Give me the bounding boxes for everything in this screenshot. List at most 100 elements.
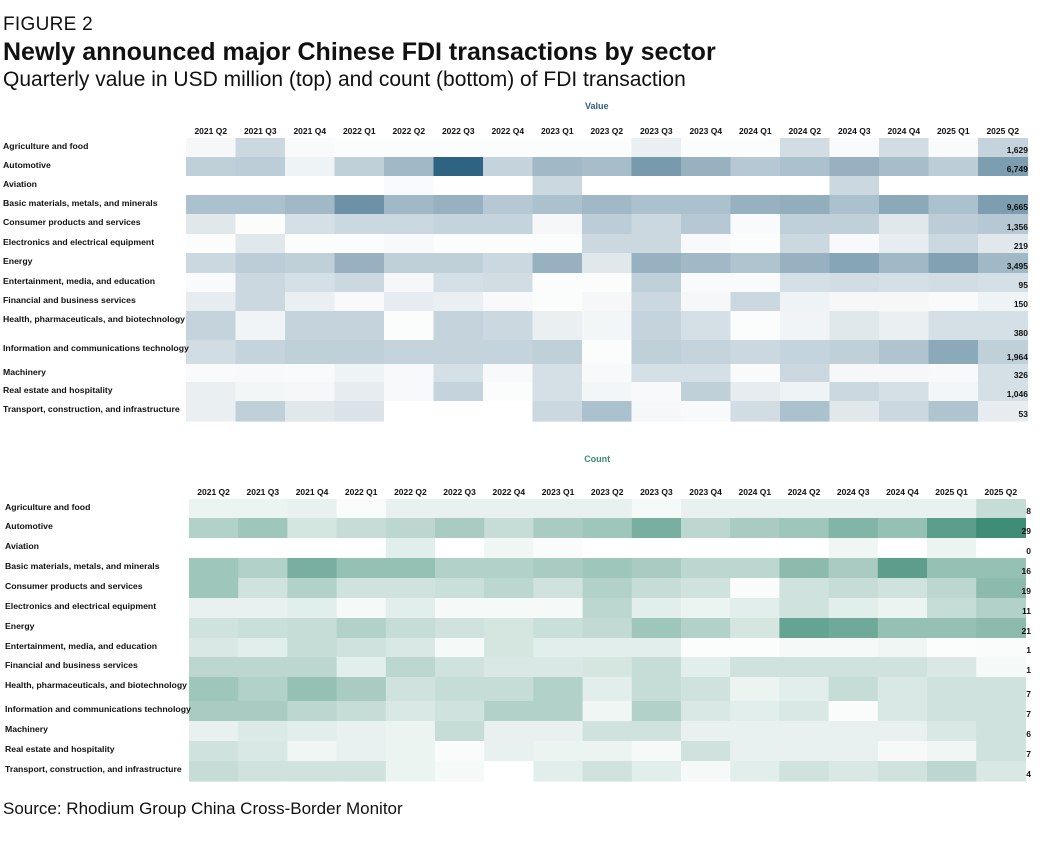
- count-cell: [631, 677, 682, 702]
- count-cell: [730, 538, 780, 559]
- count-cell: [582, 618, 633, 639]
- value-cell: [334, 382, 385, 402]
- value-col-header: 2024 Q1: [739, 126, 772, 136]
- value-cell: [730, 364, 781, 383]
- value-cell: [879, 214, 930, 235]
- value-cell: [483, 292, 534, 312]
- count-cell: [828, 741, 879, 762]
- count-col-header: 2024 Q3: [837, 487, 870, 497]
- count-cell: [927, 638, 977, 658]
- count-cell: [877, 578, 928, 599]
- count-cell: [385, 701, 436, 722]
- value-cell: [433, 311, 484, 341]
- value-cell: [384, 138, 435, 158]
- value-cell: [879, 176, 930, 196]
- count-cell: [287, 741, 338, 762]
- count-cell: [681, 598, 731, 619]
- count-cell: [877, 618, 928, 639]
- value-cell: [186, 234, 237, 254]
- value-cell: [780, 364, 831, 383]
- count-cell: [435, 518, 485, 539]
- value-cell: [730, 401, 781, 422]
- value-cell: [631, 195, 682, 215]
- value-cell: [829, 234, 880, 254]
- count-cell: [779, 761, 830, 782]
- value-cell: [978, 311, 1029, 341]
- value-row-label: Automotive: [3, 160, 51, 170]
- value-cell: [433, 214, 484, 235]
- value-cell: [829, 214, 880, 235]
- value-cell: [829, 340, 880, 365]
- value-cell: [433, 273, 484, 293]
- value-cell: [235, 138, 286, 158]
- value-cell: [186, 273, 237, 293]
- count-cell: [435, 701, 485, 722]
- value-cell: [730, 138, 781, 158]
- value-cell: [631, 401, 682, 422]
- count-cell: [287, 677, 338, 702]
- count-cell: [189, 558, 239, 579]
- value-cell: [829, 253, 880, 274]
- count-cell: [976, 657, 1026, 678]
- count-cell: [779, 558, 830, 579]
- count-cell: [730, 518, 780, 539]
- value-cell: [532, 157, 583, 177]
- value-cell: [384, 234, 435, 254]
- value-col-header: 2023 Q3: [640, 126, 673, 136]
- value-cell: [384, 253, 435, 274]
- count-cell: [533, 558, 584, 579]
- count-cell: [828, 598, 879, 619]
- value-cell: [483, 382, 534, 402]
- value-col-header: 2025 Q1: [937, 126, 970, 136]
- count-cell: [927, 741, 977, 762]
- count-cell: [877, 558, 928, 579]
- count-cell: [779, 677, 830, 702]
- count-cell: [189, 677, 239, 702]
- value-cell: [928, 311, 979, 341]
- count-latest-value: 6: [1026, 729, 1031, 739]
- count-cell: [484, 677, 534, 702]
- count-col-header: 2024 Q4: [886, 487, 919, 497]
- count-cell: [484, 518, 534, 539]
- value-col-header: 2024 Q4: [887, 126, 920, 136]
- count-cell: [730, 657, 780, 678]
- value-latest-value: 9,665: [1007, 202, 1029, 212]
- count-cell: [238, 741, 288, 762]
- count-cell: [385, 598, 436, 619]
- value-cell: [928, 382, 979, 402]
- count-cell: [631, 701, 682, 722]
- value-col-header: 2023 Q2: [590, 126, 623, 136]
- value-cell: [829, 176, 880, 196]
- value-cell: [829, 311, 880, 341]
- count-cell: [927, 499, 977, 519]
- count-cell: [287, 657, 338, 678]
- count-cell: [582, 741, 633, 762]
- count-cell: [435, 538, 485, 559]
- value-cell: [285, 292, 336, 312]
- value-cell: [532, 311, 583, 341]
- count-cell: [631, 518, 682, 539]
- value-cell: [978, 401, 1029, 422]
- value-col-header: 2021 Q3: [244, 126, 277, 136]
- count-cell: [779, 618, 830, 639]
- count-cell: [189, 598, 239, 619]
- count-latest-value: 29: [1022, 526, 1032, 536]
- value-cell: [186, 138, 237, 158]
- value-col-header: 2022 Q4: [491, 126, 524, 136]
- count-latest-value: 1: [1026, 665, 1031, 675]
- value-col-header: 2021 Q4: [293, 126, 326, 136]
- value-cell: [730, 234, 781, 254]
- value-cell: [879, 253, 930, 274]
- value-cell: [681, 195, 732, 215]
- count-cell: [336, 598, 387, 619]
- count-cell: [927, 701, 977, 722]
- count-cell: [189, 538, 239, 559]
- count-cell: [336, 499, 387, 519]
- value-cell: [829, 195, 880, 215]
- value-cell: [730, 292, 781, 312]
- count-cell: [730, 761, 780, 782]
- count-cell: [779, 741, 830, 762]
- count-cell: [976, 741, 1026, 762]
- count-cell: [976, 518, 1026, 539]
- count-cell: [828, 761, 879, 782]
